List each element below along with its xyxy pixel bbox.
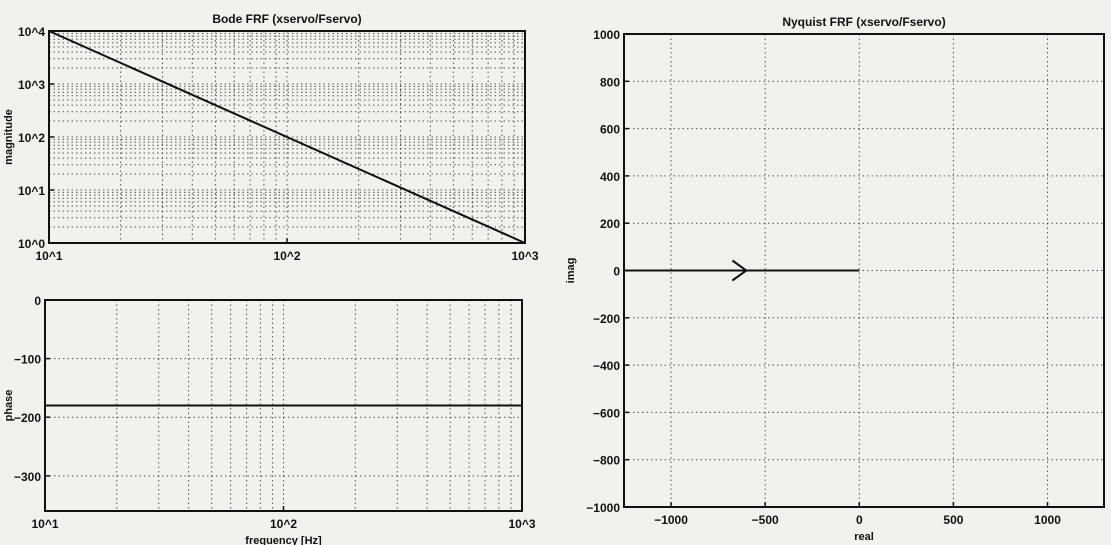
y-tick-label: 10^1 [18,184,45,198]
y-axis-label: imag [565,258,577,284]
x-tick-label: 10^1 [31,517,58,531]
y-tick-label: −600 [593,406,620,420]
x-tick-label: 10^2 [273,249,300,263]
grid [624,34,1104,507]
x-tick-label: −1000 [654,513,688,527]
chart-title: Bode FRF (xservo/Fservo) [212,12,361,26]
data-line [48,30,526,244]
chart-3: −1000 −500 0 500 1000 1000 800 600 400 200 0 −200 −4… [565,15,1105,543]
grid [45,300,522,511]
direction-arrow-icon [731,259,749,282]
y-tick-label: 800 [600,75,620,89]
y-tick-label: 10^4 [18,25,45,39]
y-tick-label: 1000 [593,28,620,42]
x-tick-label: 1000 [1034,513,1061,527]
x-tick-label: 500 [943,513,963,527]
y-axis-label: phase [3,390,15,422]
chart-title: Nyquist FRF (xservo/Fservo) [782,15,945,29]
y-tick-label: −1000 [586,501,620,515]
x-axis-label: real [854,531,874,543]
x-tick-label: 10^2 [270,517,297,531]
grid [49,31,525,243]
x-tick-label: 10^3 [511,249,538,263]
x-tick-label: 10^1 [35,249,62,263]
y-tick-label: −400 [593,359,620,373]
y-axis-label: magnitude [3,109,15,165]
y-tick-label: −100 [14,353,41,367]
y-tick-label: 10^3 [18,78,45,92]
y-tick-label: 10^0 [18,237,45,251]
y-tick-label: 10^2 [18,131,45,145]
y-tick-label: −200 [593,312,620,326]
y-tick-label: 200 [600,217,620,231]
y-tick-label: 400 [600,170,620,184]
y-tick-label: −200 [14,411,41,425]
y-tick-label: −300 [14,470,41,484]
x-tick-label: 0 [856,513,863,527]
chart-2: 10^1 10^2 10^3 0 −100 −200 −300 frequency [Hz] p… [3,294,536,545]
x-tick-label: −500 [752,513,779,527]
x-axis-label: frequency [Hz] [245,535,322,545]
x-tick-label: 10^3 [508,517,535,531]
y-tick-label: 0 [613,265,620,279]
y-tick-label: 0 [34,294,41,308]
y-tick-label: −800 [593,454,620,468]
y-tick-label: 600 [600,123,620,137]
